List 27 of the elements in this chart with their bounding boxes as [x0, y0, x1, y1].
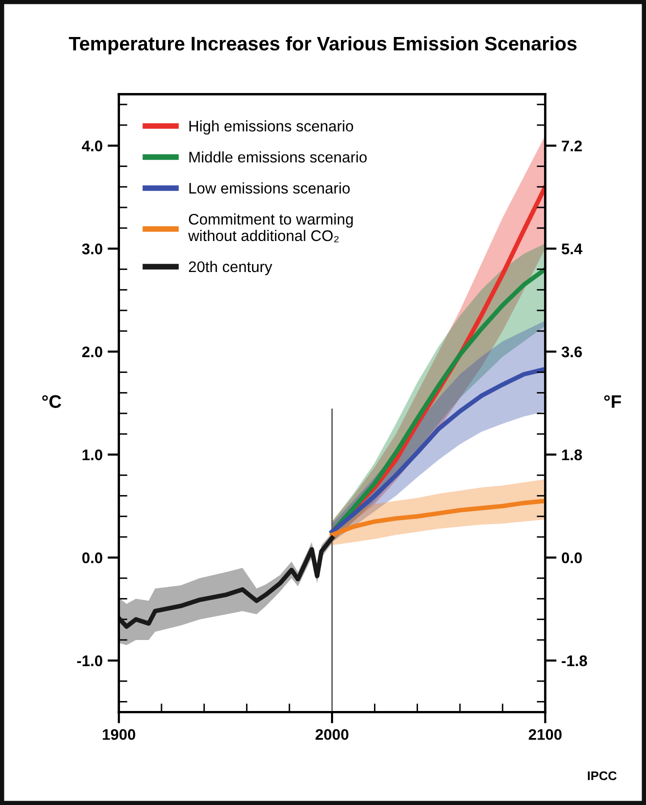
y-tick-label: 1.0 — [82, 449, 102, 460]
y-tick-label: 4.0 — [82, 140, 102, 152]
y-tick-label: 3.0 — [82, 244, 102, 254]
x-tick-label: 2000 — [316, 729, 348, 740]
y2-tick-label: 7.2 — [562, 140, 582, 152]
chart-title: Temperature Increases for Various Emission Scenarios — [68, 36, 577, 54]
x-tick-label: 2100 — [528, 729, 562, 740]
legend-label: High emissions scenario — [189, 120, 354, 135]
y2-tick-label: 1.8 — [562, 449, 582, 460]
y-tick-label: 2.0 — [82, 346, 102, 358]
text: IPCC — [588, 771, 617, 780]
y2-tick-label: -1.8 — [562, 655, 588, 666]
legend-label: Commitment to warming without additional CO₂ — [188, 213, 353, 242]
line-series — [118, 536, 334, 629]
x-tick-label: 1900 — [102, 729, 136, 740]
line-series — [330, 498, 546, 538]
line-series — [330, 366, 546, 534]
y2-tick-label: 5.4 — [562, 244, 582, 254]
y2-tick-label: 3.6 — [562, 346, 582, 358]
legend-label: Low emissions scenario — [189, 182, 350, 194]
y-tick-label: 0.0 — [82, 552, 102, 564]
legend-label: Middle emissions scenario — [189, 151, 367, 163]
y-tick-label: -1.0 — [77, 655, 102, 666]
y2-axis-title: °F — [604, 395, 621, 408]
legend-label: 20th century — [188, 260, 272, 276]
y-axis-title: °C — [42, 395, 62, 408]
y2-tick-label: 0.0 — [562, 552, 582, 564]
